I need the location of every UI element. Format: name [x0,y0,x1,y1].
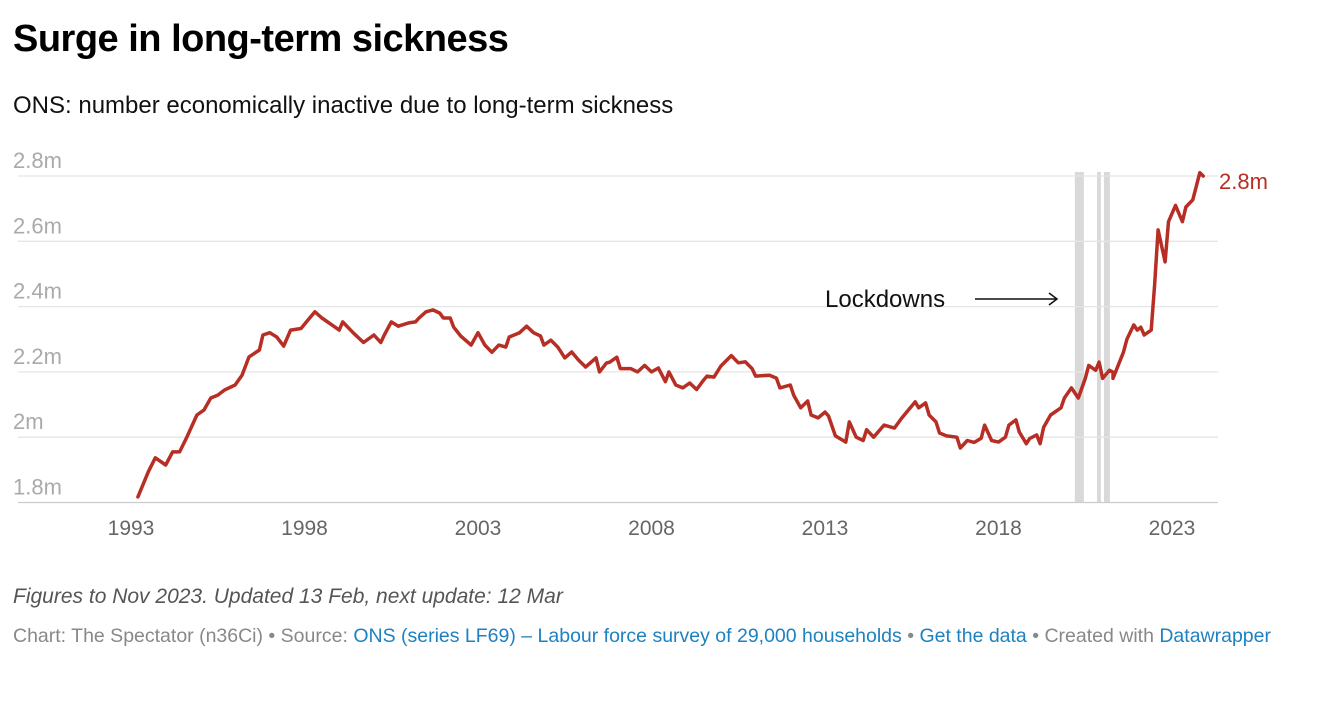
lockdowns-annotation: Lockdowns [825,286,1059,313]
separator: • Created with [1026,625,1160,647]
gridlines [18,175,1218,504]
x-tick-label: 1998 [281,517,328,540]
chart-footer: Chart: The Spectator (n36Ci) • Source: O… [13,623,1303,650]
separator: • Source: [263,625,354,647]
y-tick-label: 2.4m [13,279,62,304]
x-tick-label: 2018 [975,517,1022,540]
y-tick-label: 1.8m [13,475,62,500]
y-tick-label: 2.8m [13,148,62,173]
chart-subtitle: ONS: number economically inactive due to… [13,92,674,119]
separator: • [901,625,920,647]
x-tick-label: 2008 [628,517,675,540]
x-tick-label: 1993 [108,517,155,540]
x-tick-label: 2023 [1149,517,1196,540]
get-data-link[interactable]: Get the data [919,625,1027,647]
y-axis-ticks: 1.8m 2m 2.2m 2.4m 2.6m 2.8m [13,148,62,500]
line-chart: 1.8m 2m 2.2m 2.4m 2.6m 2.8m 1993 1998 2003 2008 2… [13,148,1268,540]
chart-title: Surge in long-term sickness [13,18,509,60]
end-value-label: 2.8m [1219,169,1268,194]
y-tick-label: 2m [13,409,44,434]
x-tick-label: 2003 [455,517,502,540]
y-tick-label: 2.6m [13,213,62,238]
series-line [136,170,1205,499]
chart-notes: Figures to Nov 2023. Updated 13 Feb, nex… [13,585,563,608]
source-link[interactable]: ONS (series LF69) – Labour force survey … [353,625,902,647]
lockdown-band [1074,172,1084,502]
lockdown-band [1097,172,1101,502]
y-tick-label: 2.2m [13,344,62,369]
annotation-label: Lockdowns [825,286,945,313]
datawrapper-link[interactable]: Datawrapper [1159,625,1271,647]
credit: Chart: The Spectator (n36Ci) [13,625,264,647]
lockdown-band [1103,172,1110,502]
x-axis-ticks: 1993 1998 2003 2008 2013 2018 2023 [108,517,1196,540]
lockdown-bands [1074,172,1110,502]
x-tick-label: 2013 [802,517,849,540]
arrow-head-icon [1048,292,1059,306]
